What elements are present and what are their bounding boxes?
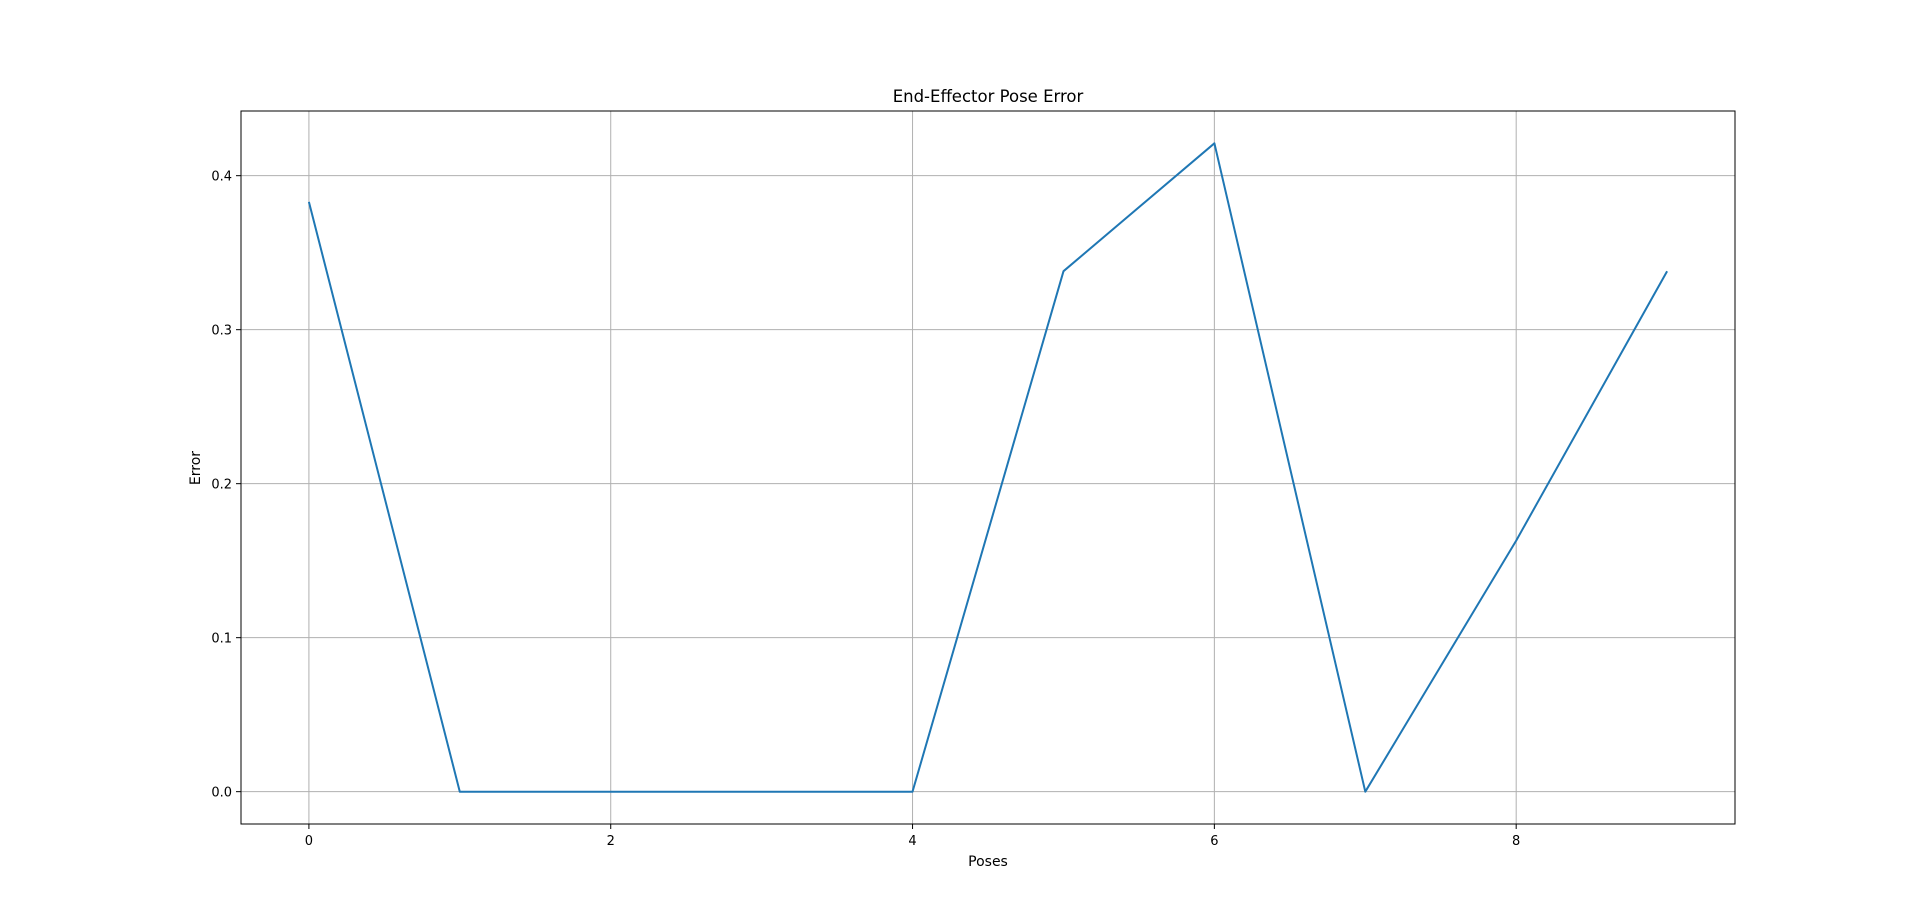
data-point	[761, 791, 763, 793]
x-tick-label: 0	[305, 834, 313, 849]
x-tick-label: 4	[908, 834, 916, 849]
data-point	[912, 791, 914, 793]
y-tick-label: 0.1	[211, 632, 232, 647]
data-point	[1213, 142, 1215, 144]
data-point	[308, 201, 310, 203]
grid-layer	[241, 111, 1735, 824]
data-point	[610, 791, 612, 793]
data-point	[1062, 270, 1064, 272]
x-axis-label: Poses	[968, 854, 1008, 870]
chart-title: End-Effector Pose Error	[893, 87, 1084, 106]
data-point	[459, 791, 461, 793]
series-line	[307, 142, 1668, 793]
series-layer	[307, 142, 1668, 793]
data-point	[1364, 791, 1366, 793]
x-tick-label: 8	[1512, 834, 1520, 849]
tick-layer: 0 2 4 6 8 0.0 0.1 0.2 0.3 0.4	[211, 170, 1520, 849]
plot-frame	[240, 110, 1736, 825]
x-tick-label: 2	[607, 834, 615, 849]
data-point	[1666, 270, 1668, 272]
y-tick-label: 0.3	[211, 324, 232, 339]
y-axis-label: Error	[188, 451, 204, 485]
data-point	[1515, 540, 1517, 542]
y-tick-label: 0.0	[211, 786, 232, 801]
x-tick-label: 6	[1210, 834, 1218, 849]
y-tick-label: 0.4	[211, 170, 232, 185]
y-tick-label: 0.2	[211, 478, 232, 493]
